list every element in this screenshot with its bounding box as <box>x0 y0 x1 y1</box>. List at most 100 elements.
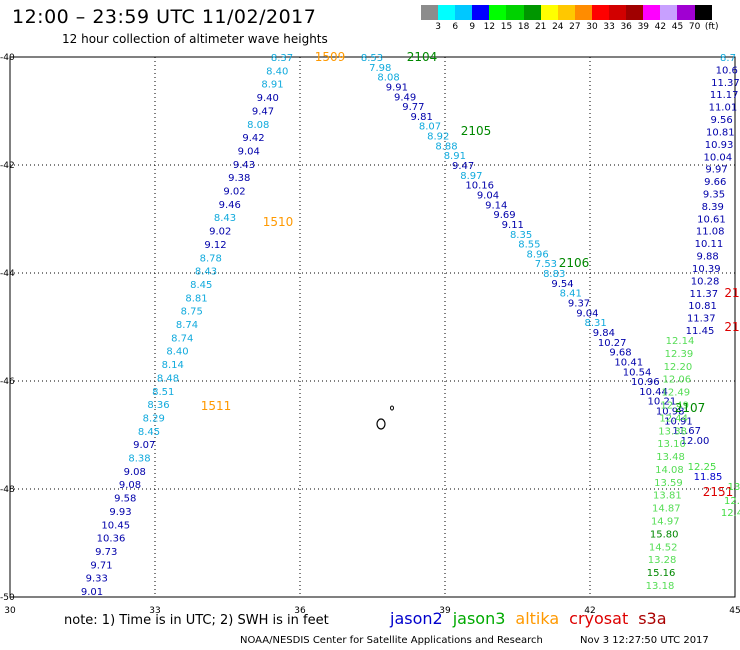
color-swatch <box>557 5 575 20</box>
pass-id-label: 2107 <box>675 401 706 415</box>
swh-value: 8.39 <box>702 202 724 213</box>
swh-value: 8.74 <box>176 320 198 331</box>
swh-value: 9.08 <box>124 467 146 478</box>
swh-value: 8.91 <box>261 80 283 91</box>
swh-value: 8.91 <box>444 151 466 162</box>
color-scale-label: 45 <box>671 22 684 32</box>
swh-value: 8.51 <box>152 387 174 398</box>
swh-value: 8.41 <box>560 289 582 300</box>
x-tick-label: 45 <box>729 606 740 616</box>
satellite-name-jason3: jason3 <box>452 609 506 628</box>
swh-value: 9.47 <box>252 106 274 117</box>
swh-value: 8.88 <box>435 141 457 152</box>
swh-value: 9.54 <box>551 279 573 290</box>
color-scale-label: 70 <box>688 22 701 32</box>
swh-value: 8.08 <box>377 73 399 84</box>
swh-value: 12.25 <box>688 462 717 473</box>
swh-value: 10.11 <box>695 239 724 250</box>
pass-id-label: 1510 <box>263 215 294 229</box>
swh-value: 8.40 <box>266 66 288 77</box>
swh-value: 11.37 <box>711 78 740 89</box>
color-scale-label: 12 <box>483 22 496 32</box>
swh-value: 10.16 <box>465 181 494 192</box>
color-swatch <box>540 5 558 20</box>
swh-value: 8.38 <box>128 454 150 465</box>
swh-value: 8.37 <box>271 53 293 64</box>
swh-value: 8.45 <box>138 427 160 438</box>
swh-value: 11.45 <box>686 326 715 337</box>
swh-value: 12.39 <box>665 349 694 360</box>
swh-value: 9.97 <box>705 165 727 176</box>
swh-value: 8.43 <box>214 213 236 224</box>
color-swatch <box>694 5 712 20</box>
swh-value: 8.53 <box>361 53 383 64</box>
swh-value: 15.16 <box>647 568 676 579</box>
swh-value: 12.00 <box>681 436 710 447</box>
swh-value: 10.93 <box>705 140 734 151</box>
swh-value: 10.39 <box>692 264 721 275</box>
color-scale-label: 39 <box>637 22 650 32</box>
swh-value: 9.68 <box>609 348 631 359</box>
swh-value: 11.67 <box>672 426 701 437</box>
swh-value: 10.27 <box>598 338 627 349</box>
y-tick-label: -48 <box>0 485 15 495</box>
x-tick-label: 33 <box>149 606 160 616</box>
swh-value: 14.97 <box>651 517 680 528</box>
swh-value: 12.4 <box>721 508 740 519</box>
swh-value: 9.04 <box>576 308 598 319</box>
swh-value: 7.53 <box>535 259 557 270</box>
swh-value: 12.06 <box>663 375 692 386</box>
x-tick-label: 30 <box>4 606 16 616</box>
y-tick-label: -40 <box>0 53 15 63</box>
color-swatch <box>489 5 507 20</box>
swh-value: 9.07 <box>133 440 155 451</box>
swh-value: 9.88 <box>697 252 719 263</box>
swh-value: 9.71 <box>90 560 112 571</box>
swh-value: 14.87 <box>652 504 681 515</box>
swh-value: 8.14 <box>162 360 184 371</box>
color-swatch <box>421 5 439 20</box>
color-scale-label: (ft) <box>704 22 719 32</box>
swh-value: 13.28 <box>648 555 677 566</box>
swh-value: 10.41 <box>614 357 643 368</box>
swh-value: 8.43 <box>195 267 217 278</box>
pass-id-label: 1511 <box>201 399 232 413</box>
swh-value: 8.40 <box>166 347 188 358</box>
swh-value: 12.14 <box>666 336 695 347</box>
pass-id-label: 2106 <box>559 256 590 270</box>
swh-value: 9.40 <box>257 93 279 104</box>
swh-value: 9.84 <box>593 328 615 339</box>
color-scale-label: 18 <box>517 22 530 32</box>
swh-value: 9.02 <box>223 187 245 198</box>
swh-value: 9.56 <box>711 115 733 126</box>
color-swatch <box>574 5 592 20</box>
swh-value: 8.29 <box>143 413 165 424</box>
swh-value: 9.04 <box>477 190 499 201</box>
color-scale-label: 36 <box>620 22 632 32</box>
color-swatch <box>609 5 627 20</box>
swh-value: 8.35 <box>510 230 532 241</box>
swh-value: 8.81 <box>185 293 207 304</box>
swh-value: 11.37 <box>687 314 716 325</box>
swh-value: 12.49 <box>660 400 689 411</box>
color-swatch <box>591 5 610 20</box>
color-swatch <box>677 5 695 20</box>
swh-value: 9.66 <box>704 177 726 188</box>
swh-value: 11.01 <box>709 103 738 114</box>
swh-value: 15.80 <box>650 529 679 540</box>
swh-value: 9.42 <box>242 133 264 144</box>
satellite-legend: jason2 jason3 altika cryosat s3a <box>390 609 677 628</box>
swh-value: 8.97 <box>460 171 482 182</box>
swh-value: 8.92 <box>427 132 449 143</box>
swh-value: 10.98 <box>656 407 685 418</box>
satellite-name-cryosat: cryosat <box>569 609 629 628</box>
swh-value: 9.43 <box>233 160 255 171</box>
color-scale-label: 21 <box>534 22 547 32</box>
y-tick-label: -46 <box>0 377 15 387</box>
swh-value: 9.46 <box>219 200 241 211</box>
satellite-name-s3a: s3a <box>638 609 667 628</box>
swh-value: 8.45 <box>190 280 212 291</box>
swh-value: 8.07 <box>419 122 441 133</box>
swh-value: 9.08 <box>119 480 141 491</box>
map-frame <box>9 56 736 598</box>
